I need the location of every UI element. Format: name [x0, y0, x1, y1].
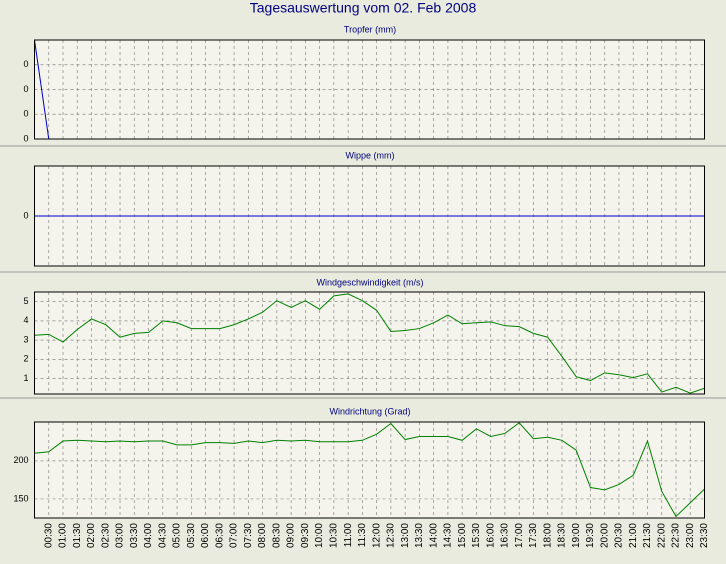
y-tick-label: 0: [23, 133, 28, 143]
x-tick-label: 23:30: [699, 523, 710, 548]
x-tick-label: 09:30: [300, 523, 311, 548]
plot-area: [34, 40, 705, 139]
x-tick-label: 14:00: [428, 523, 439, 548]
x-tick-label: 23:00: [685, 523, 696, 548]
y-tick-label: 0: [23, 84, 28, 94]
x-tick-label: 22:00: [656, 523, 667, 548]
x-tick-label: 16:00: [485, 523, 496, 548]
x-tick-label: 02:00: [86, 523, 97, 548]
x-tick-label: 10:00: [314, 523, 325, 548]
x-tick-label: 08:00: [257, 523, 268, 548]
y-tick-label: 2: [23, 354, 28, 364]
x-tick-label: 15:30: [471, 523, 482, 548]
x-tick-label: 08:30: [271, 523, 282, 548]
x-tick-label: 09:00: [286, 523, 297, 548]
x-tick-label: 19:30: [585, 523, 596, 548]
x-tick-label: 07:30: [243, 523, 254, 548]
panel-title: Windgeschwindigkeit (m/s): [316, 277, 423, 287]
x-tick-label: 11:30: [357, 523, 368, 548]
x-tick-label: 21:00: [628, 523, 639, 548]
x-tick-label: 05:30: [186, 523, 197, 548]
x-tick-label: 22:30: [671, 523, 682, 548]
plot-border: [34, 165, 705, 267]
x-tick-label: 12:00: [371, 523, 382, 548]
x-tick-label: 21:30: [642, 523, 653, 548]
x-tick-label: 05:00: [172, 523, 183, 548]
x-tick-label: 15:00: [457, 523, 468, 548]
x-tick-label: 12:30: [386, 523, 397, 548]
x-tick-label: 17:30: [528, 523, 539, 548]
page-title: Tagesauswertung vom 02. Feb 2008: [250, 0, 477, 16]
y-tick-label: 1: [23, 373, 28, 383]
data-line: [34, 293, 705, 394]
x-tick-label: 14:30: [443, 523, 454, 548]
x-tick-label: 20:00: [599, 523, 610, 548]
panel-title: Tropfer (mm): [344, 24, 396, 34]
plot-border: [34, 39, 705, 140]
x-tick-label: 00:30: [43, 523, 54, 548]
x-tick-label: 17:00: [514, 523, 525, 548]
x-tick-label: 06:30: [214, 523, 225, 548]
x-tick-label: 06:00: [200, 523, 211, 548]
data-line: [34, 422, 705, 518]
y-tick-label: 4: [23, 315, 28, 325]
plot-border: [34, 421, 705, 519]
x-tick-label: 13:00: [400, 523, 411, 548]
x-tick-label: 04:30: [157, 523, 168, 548]
y-tick-label: 5: [23, 296, 28, 306]
x-tick-label: 16:30: [500, 523, 511, 548]
y-tick-label: 200: [13, 455, 28, 465]
y-tick-label: 0: [23, 109, 28, 119]
x-tick-label: 01:00: [58, 523, 69, 548]
x-tick-label: 19:00: [571, 523, 582, 548]
x-tick-label: 04:00: [143, 523, 154, 548]
x-tick-label: 10:30: [329, 523, 340, 548]
y-tick-label: 0: [23, 59, 28, 69]
y-tick-label: 0: [23, 210, 28, 220]
y-tick-label: 3: [23, 334, 28, 344]
y-tick-label: 150: [13, 493, 28, 503]
panel-title: Windrichtung (Grad): [329, 406, 410, 416]
x-tick-label: 13:30: [414, 523, 425, 548]
panel-title: Wippe (mm): [346, 150, 395, 160]
x-tick-label: 11:00: [343, 523, 354, 548]
plot-area: [34, 292, 705, 394]
x-tick-label: 02:30: [100, 523, 111, 548]
x-tick-label: 03:00: [115, 523, 126, 548]
x-tick-label: 18:30: [557, 523, 568, 548]
x-tick-label: 01:30: [72, 523, 83, 548]
x-tick-label: 07:00: [229, 523, 240, 548]
x-tick-label: 03:30: [129, 523, 140, 548]
x-tick-label: 20:30: [614, 523, 625, 548]
plot-border: [34, 291, 705, 395]
plot-area: [34, 422, 705, 518]
x-tick-label: 18:00: [542, 523, 553, 548]
